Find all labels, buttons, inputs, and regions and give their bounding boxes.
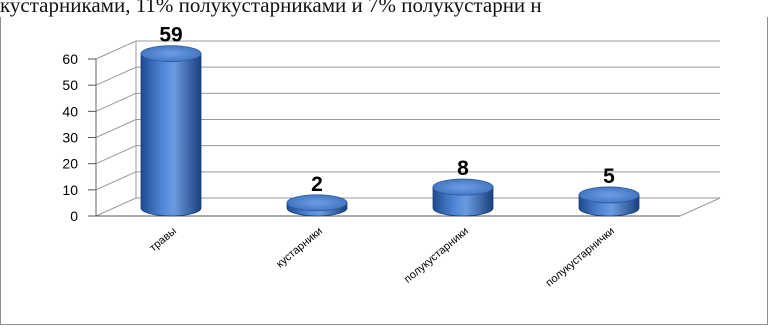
data-label: 2 <box>311 173 323 196</box>
y-tick-label: 30 <box>62 130 78 146</box>
gridline-side <box>95 40 137 60</box>
y-tick-label: 50 <box>62 77 78 93</box>
category-label: травы <box>147 225 179 254</box>
y-tick-label: 20 <box>62 156 78 172</box>
bars-layer <box>140 45 640 217</box>
data-labels: 59 2 8 5 <box>159 24 615 196</box>
y-tick-label: 10 <box>62 182 78 198</box>
data-label: 8 <box>457 157 469 180</box>
category-label: полукустарники <box>402 225 471 286</box>
category-label: кустарники <box>274 225 325 270</box>
gridline-side <box>95 145 137 165</box>
y-tick-label: 60 <box>62 51 78 67</box>
bar-cap <box>432 178 494 196</box>
x-axis-labels: травы кустарники полукустарники полукустарн… <box>147 225 616 289</box>
floor-edge <box>679 197 721 217</box>
bar <box>286 194 348 217</box>
y-axis-ticks: 0 10 20 30 40 50 60 <box>62 51 96 224</box>
gridline-side <box>95 171 137 191</box>
bar-cap <box>286 194 348 212</box>
bar <box>578 186 640 217</box>
bar-body <box>140 53 202 217</box>
grid-layer <box>95 40 721 217</box>
chart-frame <box>0 17 768 325</box>
bar-cap <box>140 45 202 63</box>
bar-cap <box>578 186 640 204</box>
gridline-side <box>95 119 137 138</box>
gridline-side <box>95 92 137 112</box>
gridline-side <box>95 197 137 217</box>
y-tick-label: 0 <box>70 208 78 224</box>
bar <box>140 45 202 217</box>
page-text-fragment: кустарниками, 11% полукустарниками и 7% … <box>0 0 542 17</box>
y-tick-label: 40 <box>62 103 78 119</box>
category-label: полукустарнички <box>544 225 617 289</box>
bar <box>432 178 494 217</box>
data-label: 59 <box>159 24 182 47</box>
data-label: 5 <box>603 165 615 188</box>
gridline-side <box>95 66 137 86</box>
